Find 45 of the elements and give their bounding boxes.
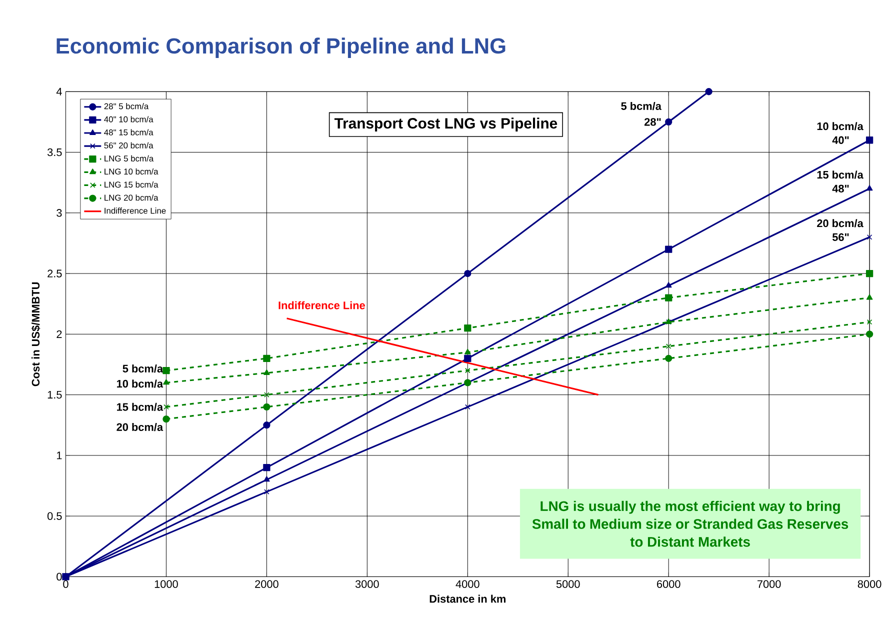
annotation: 28" xyxy=(644,118,661,126)
x-tick-label: 4000 xyxy=(456,580,480,588)
legend-label: 56" 20 bcm/a xyxy=(104,142,154,148)
y-tick-label: 1 xyxy=(56,451,62,459)
legend-label: LNG 5 bcm/a xyxy=(104,155,154,162)
legend-label: 28" 5 bcm/a xyxy=(104,102,149,110)
y-tick-label: 0.5 xyxy=(47,512,62,520)
x-tick-label: 1000 xyxy=(154,580,178,588)
annotation: 40" xyxy=(832,136,849,144)
annotation: 56" xyxy=(832,233,849,241)
chart-title: Economic Comparison of Pipeline and LNG xyxy=(56,37,506,58)
y-tick-label: 4 xyxy=(56,88,62,96)
legend-label: Indifference Line xyxy=(104,207,166,214)
x-tick-label: 3000 xyxy=(355,580,379,588)
legend-label: LNG 10 bcm/a xyxy=(104,168,158,174)
annotation: LNG is usually the most efficient way to bring Small to Medium size or Stranded Gas Reserves to Distant Markets xyxy=(532,500,848,547)
annotation: 48" xyxy=(832,184,849,192)
x-tick-label: 8000 xyxy=(858,580,882,588)
x-tick-label: 5000 xyxy=(556,580,580,588)
x-tick-label: 7000 xyxy=(757,580,781,588)
text: Transport Cost LNG vs Pipeline xyxy=(334,117,558,132)
y-tick-label: 2.5 xyxy=(48,269,62,278)
annotation: 10 bcm/a xyxy=(117,379,164,388)
x-tick-label: 6000 xyxy=(657,580,680,588)
annotation: 5 bcm/a xyxy=(621,102,662,110)
annotation: 15 bcm/a xyxy=(817,170,864,179)
y-tick-label: 3 xyxy=(56,208,62,217)
y-tick-label: 3.5 xyxy=(47,148,62,156)
y-tick-label: 0 xyxy=(56,572,62,580)
x-tick-label: 0 xyxy=(63,580,68,588)
annotation: 5 bcm/a xyxy=(122,364,164,372)
annotation: 10 bcm/a xyxy=(817,122,864,130)
annotation: Indifference Line xyxy=(278,300,365,309)
y-tick-label: 2 xyxy=(56,330,62,338)
legend-label: 48" 15 bcm/a xyxy=(104,128,154,136)
x-axis-title: Distance in km xyxy=(430,594,506,603)
annotation: 15 bcm/a xyxy=(117,402,164,411)
legend-label: 40" 10 bcm/a xyxy=(104,116,154,122)
legend-label: LNG 15 bcm/a xyxy=(104,181,158,188)
annotation: 20 bcm/a xyxy=(817,218,864,228)
y-tick-label: 1.5 xyxy=(48,390,62,398)
legend-label: LNG 20 bcm/a xyxy=(104,194,158,200)
y-axis-title: Cost in US$/MMBTU xyxy=(31,282,40,386)
x-tick-label: 2000 xyxy=(255,580,278,588)
annotation: 20 bcm/a xyxy=(116,422,164,431)
